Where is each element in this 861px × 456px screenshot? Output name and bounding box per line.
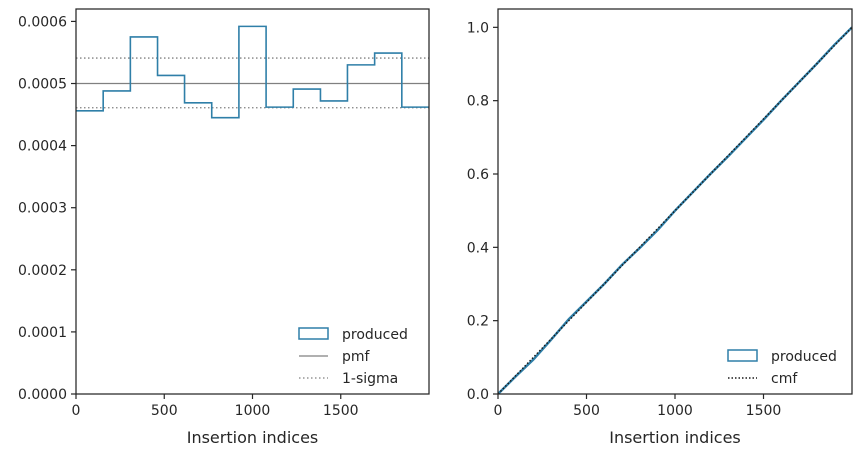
- y-tick-label: 0.2: [467, 314, 489, 330]
- y-tick-label: 0.6: [467, 167, 489, 183]
- cumulative-panel: 0 500 1000 1500 0.0 0.2 0.4 0.6 0.8 1.0 Insertion …: [467, 8, 853, 447]
- legend-label: produced: [342, 327, 408, 343]
- y-tick-label: 0.0005: [18, 77, 67, 93]
- x-tick-label: 0: [494, 403, 503, 419]
- x-axis-label: Insertion indices: [609, 428, 741, 447]
- legend-label: cmf: [771, 371, 798, 387]
- axes-frame: [497, 8, 853, 395]
- y-tick-label: 0.0001: [18, 325, 67, 341]
- x-tick-label: 500: [151, 403, 178, 419]
- y-tick-label: 0.0000: [18, 387, 67, 403]
- y-tick-label: 0.4: [467, 240, 489, 256]
- x-tick-label: 1500: [746, 403, 782, 419]
- x-tick-label: 1000: [657, 403, 693, 419]
- produced-cumulative-series: [498, 26, 852, 394]
- plot-area: [498, 26, 852, 394]
- x-tick-label: 1000: [235, 403, 271, 419]
- y-tick-label: 0.0003: [18, 201, 67, 217]
- y-tick-label: 0.0: [467, 387, 489, 403]
- legend-swatch-produced: [727, 349, 758, 362]
- y-tick-label: 0.0002: [18, 263, 67, 279]
- y-tick-label: 0.8: [467, 94, 489, 110]
- plot-area: [76, 25, 429, 119]
- x-tick-label: 500: [573, 403, 600, 419]
- legend-swatch-produced: [298, 327, 329, 340]
- legend-label: produced: [771, 349, 837, 365]
- x-tick-label: 0: [72, 403, 81, 419]
- legend-label: 1-sigma: [342, 371, 398, 387]
- x-axis-label: Insertion indices: [187, 428, 319, 447]
- histogram-panel: 0 500 1000 1500 0.0000 0.0001 0.0002 0.0003 0.00…: [18, 8, 430, 447]
- x-tick-label: 1500: [323, 403, 359, 419]
- legend-label: pmf: [342, 349, 371, 365]
- y-tick-label: 1.0: [467, 20, 489, 36]
- y-tick-label: 0.0004: [18, 139, 67, 155]
- produced-step-series: [76, 25, 429, 119]
- cmf-line: [498, 26, 852, 394]
- y-tick-label: 0.0006: [18, 14, 67, 30]
